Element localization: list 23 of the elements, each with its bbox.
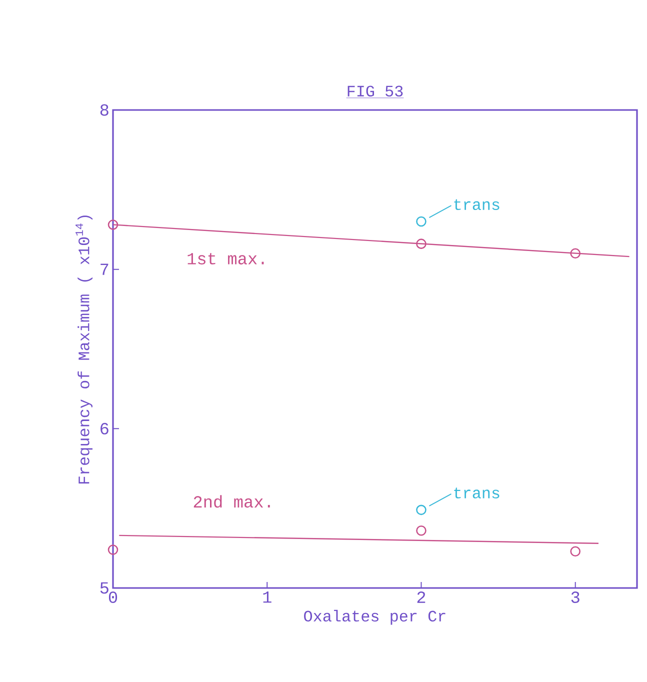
chart-title: FIG 53 [348, 86, 403, 96]
point [570, 248, 581, 259]
y-tick-label: 6 [100, 422, 108, 434]
y-axis-title: Frequency of Maximum ( x10$^{14}$) [76, 216, 92, 484]
annotation: trans [454, 488, 500, 498]
x-tick-label: 3 [571, 592, 580, 604]
annotation: trans [454, 199, 500, 210]
point [108, 544, 118, 555]
x-tick-label: 2 [417, 592, 426, 603]
series-label: 2nd max. [194, 495, 270, 508]
point [416, 504, 426, 516]
x-axis-title: Oxalates per Cr [304, 610, 446, 625]
y-tick-label: 5 [100, 582, 108, 594]
point [570, 546, 581, 556]
x-tick-label: 0 [108, 592, 118, 604]
point [416, 216, 426, 227]
x-tick-label: 1 [263, 592, 272, 603]
series-label: 1st max. [188, 252, 264, 264]
point [416, 238, 426, 249]
point [416, 525, 426, 536]
y-tick-label: 7 [100, 264, 108, 275]
point [108, 220, 118, 230]
y-tick-label: 8 [100, 104, 108, 116]
